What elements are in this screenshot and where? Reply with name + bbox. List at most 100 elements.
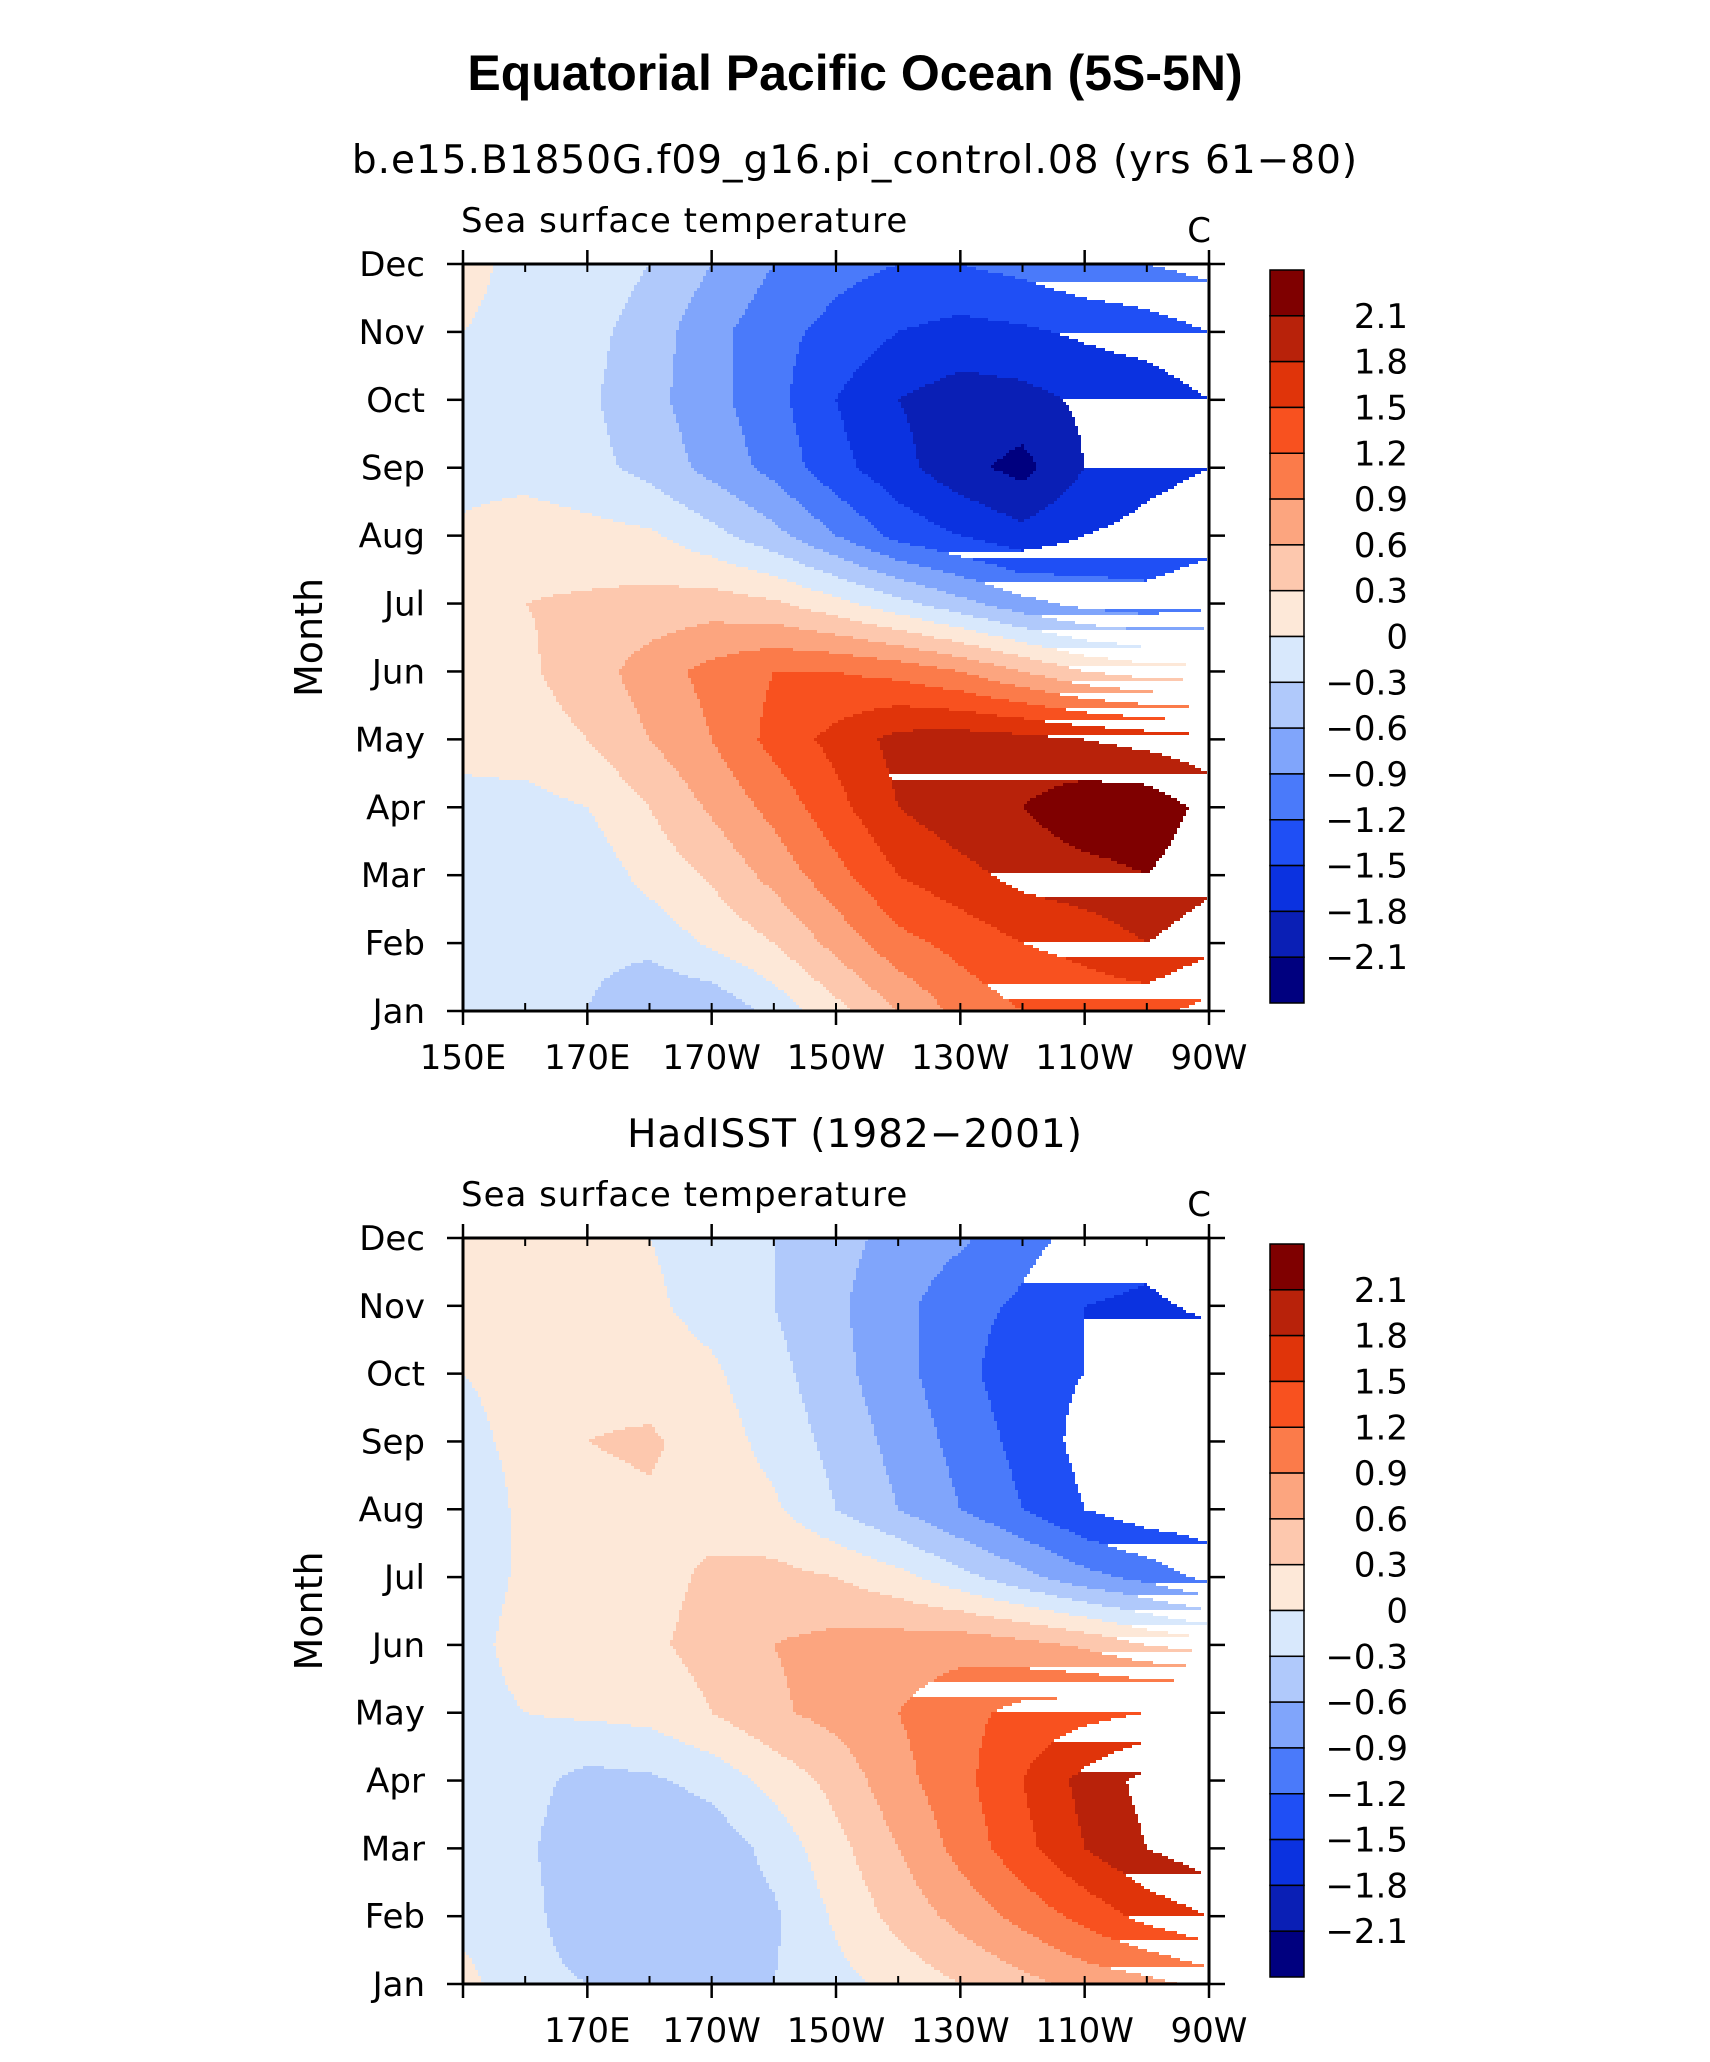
heatmap-cell — [1000, 621, 1075, 624]
heatmap-cell — [1075, 1532, 1177, 1535]
heatmap-cell — [733, 342, 799, 345]
heatmap-cell — [688, 1670, 784, 1673]
heatmap-cell — [841, 1946, 907, 1949]
heatmap-cell — [607, 363, 673, 366]
heatmap-cell — [991, 648, 1057, 651]
heatmap-cell — [883, 591, 946, 594]
heatmap-cell — [709, 1346, 787, 1349]
heatmap-cell — [907, 417, 1075, 420]
heatmap-cell — [802, 450, 853, 453]
heatmap-cell — [910, 1571, 970, 1574]
heatmap-cell — [778, 1904, 826, 1907]
heatmap-cell — [961, 534, 1084, 537]
heatmap-cell — [625, 663, 700, 666]
heatmap-cell — [658, 822, 715, 825]
colorbar-box — [1269, 956, 1305, 1004]
heatmap-cell — [982, 1946, 1054, 1949]
heatmap-cell — [682, 441, 745, 444]
heatmap-cell — [463, 1445, 496, 1448]
heatmap-cell — [706, 1556, 766, 1559]
heatmap-cell — [982, 1736, 1060, 1739]
heatmap-cell — [1033, 1571, 1102, 1574]
heatmap-cell — [490, 279, 640, 282]
heatmap-cell — [802, 1523, 865, 1526]
heatmap-cell — [463, 570, 757, 573]
heatmap-cell — [820, 1784, 868, 1787]
heatmap-cell — [463, 651, 538, 654]
heatmap-cell — [805, 804, 850, 807]
heatmap-cell — [694, 1568, 802, 1571]
heatmap-cell — [463, 1583, 508, 1586]
heatmap-cell — [604, 978, 700, 981]
heatmap-cell — [748, 567, 814, 570]
heatmap-cell — [1132, 867, 1153, 870]
heatmap-cell — [691, 297, 754, 300]
heatmap-cell — [679, 426, 742, 429]
heatmap-cell — [769, 681, 910, 684]
heatmap-cell — [1009, 450, 1027, 453]
heatmap-cell — [973, 558, 1207, 561]
heatmap-cell — [1036, 1841, 1084, 1844]
heatmap-cell — [709, 882, 763, 885]
heatmap-cell — [463, 354, 607, 357]
heatmap-cell — [670, 915, 739, 918]
heatmap-cell — [904, 1703, 1012, 1706]
heatmap-cell — [463, 948, 712, 951]
heatmap-cell — [463, 1487, 508, 1490]
heatmap-cell — [799, 795, 847, 798]
heatmap-cell — [1024, 807, 1189, 810]
heatmap-cell — [796, 357, 868, 360]
heatmap-cell — [463, 618, 535, 621]
heatmap-cell — [868, 1406, 928, 1409]
heatmap-cell — [856, 813, 907, 816]
heatmap-cell — [757, 1460, 823, 1463]
heatmap-cell — [775, 1286, 853, 1289]
heatmap-cell — [730, 957, 790, 960]
heatmap-cell — [463, 957, 730, 960]
heatmap-cell — [859, 564, 919, 567]
heatmap-cell — [778, 525, 826, 528]
y-tick-label: Apr — [366, 1762, 425, 1802]
heatmap-cell — [463, 663, 541, 666]
heatmap-cell — [991, 1712, 1141, 1715]
heatmap-cell — [667, 837, 727, 840]
heatmap-cell — [970, 1571, 1033, 1574]
heatmap-cell — [496, 1640, 670, 1643]
heatmap-cell — [595, 990, 727, 993]
heatmap-cell — [955, 372, 979, 375]
heatmap-cell — [787, 1343, 853, 1346]
heatmap-cell — [733, 345, 799, 348]
colorbar-box — [1269, 1609, 1305, 1658]
heatmap-cell — [1090, 1850, 1153, 1853]
heatmap-cell — [802, 585, 865, 588]
heatmap-cell — [961, 1589, 1030, 1592]
heatmap-cell — [970, 729, 1144, 732]
heatmap-cell — [997, 927, 1123, 930]
heatmap-cell — [832, 903, 877, 906]
heatmap-cell — [544, 1817, 727, 1820]
heatmap-cell — [850, 1298, 922, 1301]
heatmap-cell — [463, 1730, 658, 1733]
heatmap-cell — [463, 1961, 472, 1964]
heatmap-cell — [604, 1433, 658, 1436]
heatmap-cell — [868, 1412, 931, 1415]
heatmap-cell — [853, 1283, 931, 1286]
heatmap-cell — [850, 540, 898, 543]
heatmap-cell — [1075, 1880, 1135, 1883]
heatmap-cell — [799, 1634, 991, 1637]
heatmap-cell — [802, 1394, 862, 1397]
heatmap-cell — [463, 1856, 538, 1859]
heatmap-cell — [463, 345, 610, 348]
heatmap-cell — [982, 1361, 1084, 1364]
colorbar-label: −0.6 — [1325, 709, 1408, 749]
heatmap-cell — [895, 1499, 958, 1502]
heatmap-cell — [511, 1565, 697, 1568]
heatmap-cell — [850, 870, 895, 873]
heatmap-cell — [463, 273, 490, 276]
heatmap-cell — [748, 795, 799, 798]
heatmap-cell — [823, 831, 868, 834]
heatmap-cell — [607, 423, 679, 426]
heatmap-cell — [979, 1574, 1039, 1577]
heatmap-cell — [463, 1520, 511, 1523]
y-tick-label: Feb — [365, 1897, 425, 1937]
